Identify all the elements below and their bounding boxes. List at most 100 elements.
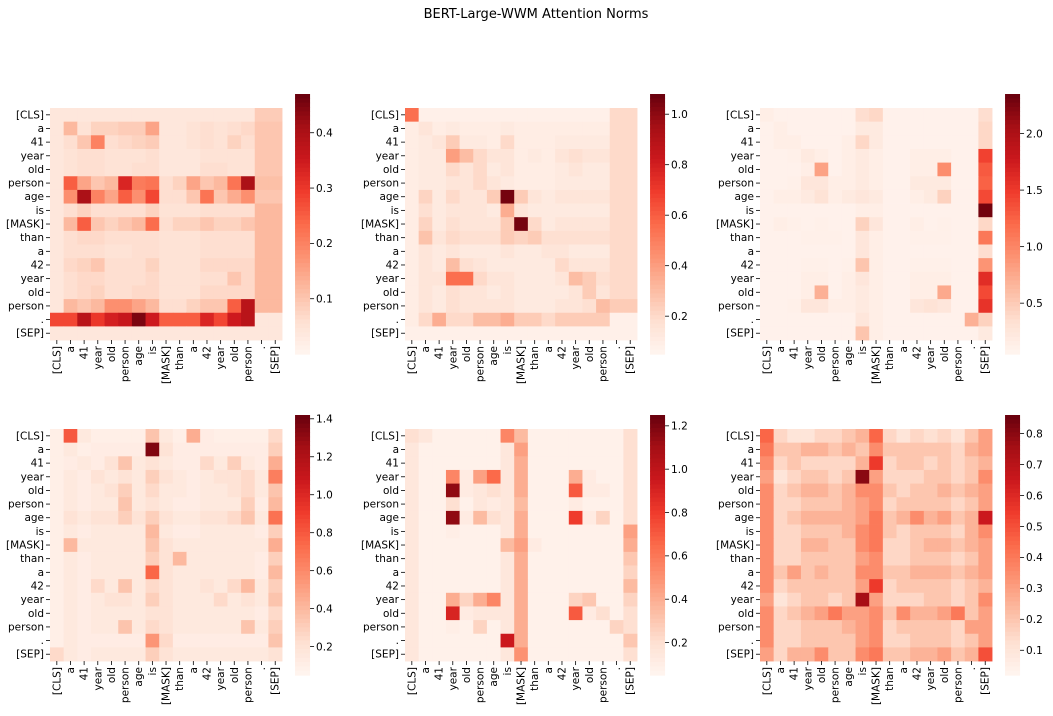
colorbar-segment bbox=[295, 98, 311, 104]
heatmap-cell bbox=[623, 162, 638, 177]
colorbar-segment bbox=[1005, 662, 1021, 667]
colorbar-segment bbox=[650, 506, 666, 511]
heatmap-cell bbox=[951, 551, 966, 566]
heatmap-cell bbox=[869, 579, 884, 594]
heatmap-cell bbox=[514, 647, 529, 662]
colorbar-tick-label: 0.5 bbox=[1026, 521, 1043, 533]
heatmap-cell bbox=[90, 189, 105, 204]
colorbar-segment bbox=[1005, 649, 1021, 654]
heatmap-cell bbox=[213, 121, 228, 136]
heatmap-cell bbox=[50, 230, 65, 245]
heatmap-cell bbox=[582, 244, 597, 259]
x-tick-label: age bbox=[488, 346, 500, 366]
heatmap-cell bbox=[145, 524, 160, 539]
heatmap-cell bbox=[486, 285, 501, 300]
heatmap-cell bbox=[63, 620, 78, 635]
colorbar-segment bbox=[295, 267, 311, 273]
heatmap-cell bbox=[445, 148, 460, 163]
colorbar-segment bbox=[295, 436, 311, 442]
heatmap-cell bbox=[527, 162, 542, 177]
x-tick-label: 42 bbox=[556, 346, 568, 359]
heatmap-cell bbox=[118, 551, 133, 566]
heatmap-cell bbox=[254, 285, 269, 300]
colorbar-tick-label: 0.7 bbox=[1026, 459, 1043, 471]
colorbar-segment bbox=[1005, 267, 1021, 273]
heatmap-cell bbox=[131, 312, 146, 327]
heatmap-cell bbox=[814, 483, 829, 498]
heatmap-cell bbox=[978, 258, 993, 273]
heatmap-cell bbox=[418, 442, 433, 457]
heatmap-cell bbox=[951, 469, 966, 484]
x-tick-label: 41 bbox=[79, 346, 91, 359]
colorbar-segment bbox=[295, 228, 311, 234]
heatmap-cell bbox=[978, 148, 993, 163]
heatmap-cell bbox=[814, 579, 829, 594]
heatmap-cell bbox=[104, 647, 119, 662]
heatmap-cell bbox=[159, 299, 174, 314]
heatmap-cell bbox=[254, 551, 269, 566]
heatmap-cell bbox=[459, 326, 474, 341]
colorbar-segment bbox=[650, 627, 666, 633]
heatmap-cell bbox=[104, 312, 119, 327]
heatmap-cell bbox=[445, 135, 460, 150]
heatmap-cell bbox=[568, 510, 583, 525]
heatmap-cell bbox=[159, 592, 174, 607]
heatmap-cell bbox=[787, 633, 802, 648]
heatmap-cell bbox=[227, 606, 242, 621]
heatmap-cell bbox=[500, 429, 515, 444]
heatmap-cell bbox=[964, 524, 979, 539]
y-tick-label: [SEP] bbox=[16, 649, 44, 661]
x-tick-label: person bbox=[830, 346, 842, 382]
heatmap-cell bbox=[787, 579, 802, 594]
heatmap-cell bbox=[951, 271, 966, 286]
heatmap-cell bbox=[596, 189, 611, 204]
heatmap-cell bbox=[500, 565, 515, 580]
heatmap-cell bbox=[500, 442, 515, 457]
heatmap-cell bbox=[254, 135, 269, 150]
heatmap-cell bbox=[227, 551, 242, 566]
heatmap-cell bbox=[773, 299, 788, 314]
heatmap-cell bbox=[923, 312, 938, 327]
heatmap-cell bbox=[910, 203, 925, 218]
heatmap-cell bbox=[227, 312, 242, 327]
heatmap-cell bbox=[814, 285, 829, 300]
heatmap-cell bbox=[937, 121, 952, 136]
colorbar-segment bbox=[295, 467, 311, 472]
heatmap-cell bbox=[227, 469, 242, 484]
heatmap-cell bbox=[923, 429, 938, 444]
heatmap-cell bbox=[172, 203, 187, 218]
heatmap-cell bbox=[541, 551, 556, 566]
heatmap-cell bbox=[937, 456, 952, 471]
heatmap-cell bbox=[527, 189, 542, 204]
colorbar-segment bbox=[1005, 193, 1021, 199]
heatmap-cell bbox=[787, 244, 802, 259]
heatmap-panel-5: [CLS]a41yearoldpersonageis[MASK]thana42y… bbox=[361, 415, 688, 705]
colorbar-segment bbox=[1005, 493, 1021, 498]
y-tick-label: [CLS] bbox=[16, 109, 44, 121]
heatmap-cell bbox=[555, 285, 570, 300]
heatmap-cell bbox=[172, 326, 187, 341]
colorbar-segment bbox=[650, 484, 666, 490]
heatmap-cell bbox=[63, 497, 78, 512]
heatmap-cell bbox=[104, 217, 119, 232]
heatmap-cell bbox=[623, 510, 638, 525]
heatmap-cell bbox=[104, 442, 119, 457]
x-tick-label: 41 bbox=[434, 667, 446, 680]
heatmap-cell bbox=[828, 244, 843, 259]
heatmap-cell bbox=[227, 483, 242, 498]
heatmap-cell bbox=[527, 271, 542, 286]
heatmap-cell bbox=[855, 633, 870, 648]
heatmap-cell bbox=[63, 579, 78, 594]
heatmap-cell bbox=[964, 135, 979, 150]
x-tick-label: is bbox=[147, 667, 159, 675]
heatmap-cell bbox=[555, 244, 570, 259]
colorbar-tick-label: 0.2 bbox=[316, 238, 333, 250]
heatmap-cell bbox=[473, 271, 488, 286]
colorbar-segment bbox=[1005, 258, 1021, 264]
colorbar-segment bbox=[1005, 571, 1021, 576]
colorbar-segment bbox=[650, 102, 666, 108]
heatmap-cell bbox=[77, 312, 92, 327]
heatmap-cell bbox=[814, 203, 829, 218]
y-tick-label: 42 bbox=[741, 580, 754, 592]
colorbar-segment bbox=[1005, 670, 1021, 676]
